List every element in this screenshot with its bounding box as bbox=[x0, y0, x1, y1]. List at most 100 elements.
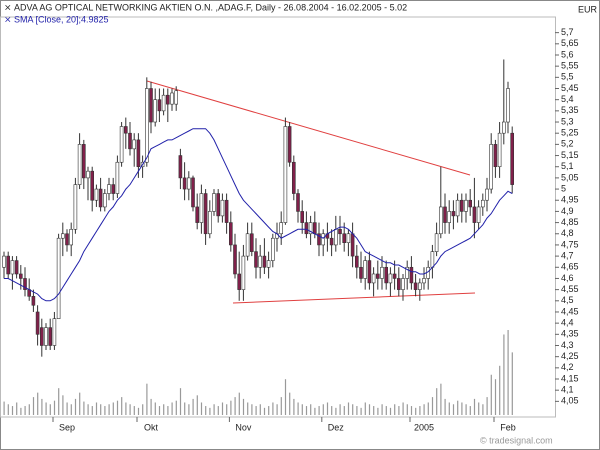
candle-body bbox=[375, 273, 380, 279]
candle-body bbox=[86, 170, 90, 179]
volume-bar bbox=[431, 397, 434, 415]
volume-bar bbox=[209, 407, 211, 415]
source: © tradesignal.com bbox=[480, 435, 553, 445]
volume-bar bbox=[347, 402, 350, 415]
candle-body bbox=[434, 233, 439, 252]
volume-bar bbox=[16, 402, 18, 415]
volume-bar bbox=[482, 404, 484, 415]
candle-body bbox=[98, 188, 103, 208]
candle-body bbox=[35, 311, 40, 335]
candle-body bbox=[304, 222, 309, 235]
volume-bar bbox=[251, 404, 253, 415]
candle-body bbox=[77, 144, 82, 185]
y-tick-label: 5,25 bbox=[561, 128, 579, 138]
volume-bar bbox=[163, 404, 165, 415]
volume-bar bbox=[499, 365, 501, 415]
candle-body bbox=[430, 251, 435, 268]
volume-bar bbox=[104, 406, 106, 415]
candle-body bbox=[359, 266, 363, 279]
volume-bar bbox=[318, 406, 320, 415]
volume-bar bbox=[234, 397, 236, 415]
candle-body bbox=[128, 132, 132, 150]
volume-bar bbox=[511, 352, 513, 415]
candle-body bbox=[216, 193, 220, 217]
volume-bar bbox=[478, 402, 480, 415]
candle-body bbox=[371, 273, 376, 284]
y-tick-label: 5,55 bbox=[561, 61, 579, 71]
candle-body bbox=[241, 255, 246, 290]
volume-bar bbox=[196, 395, 198, 415]
volume-bar bbox=[356, 406, 358, 415]
chart-title: ADVA AG OPTICAL NETWORKING AKTIEN O.N. ,… bbox=[14, 2, 407, 12]
volume-bar bbox=[45, 402, 47, 415]
volume-bar bbox=[360, 407, 362, 415]
candle-body bbox=[401, 278, 405, 290]
candle-body bbox=[203, 193, 208, 235]
y-tick-label: 4,85 bbox=[561, 217, 579, 227]
candle-body bbox=[321, 233, 326, 246]
candle-body bbox=[262, 255, 267, 268]
y-tick-label: 4,8 bbox=[561, 228, 574, 238]
volume-bar bbox=[322, 404, 324, 415]
icon: ⨯ bbox=[4, 14, 12, 24]
y-tick-label: 5,3 bbox=[561, 116, 574, 126]
x-tick-label: 2005 bbox=[414, 422, 434, 432]
y-tick-label: 4,95 bbox=[561, 195, 579, 205]
volume-bar bbox=[79, 392, 81, 415]
candle-body bbox=[485, 188, 489, 201]
candle-body bbox=[308, 222, 313, 235]
candle-body bbox=[329, 237, 334, 246]
volume-bar bbox=[150, 398, 152, 415]
volume-bar bbox=[213, 404, 215, 415]
candle-body bbox=[111, 184, 115, 194]
candle-body bbox=[338, 228, 342, 235]
candle-body bbox=[174, 90, 178, 105]
volume-bar bbox=[133, 406, 135, 415]
candle-body bbox=[44, 327, 48, 346]
y-tick-label: 4,3 bbox=[561, 340, 574, 350]
candle-body bbox=[14, 260, 19, 275]
volume-bar bbox=[486, 397, 488, 415]
volume-bar bbox=[440, 383, 442, 415]
y-tick-label: 4,65 bbox=[561, 262, 579, 272]
candle-body bbox=[145, 88, 149, 163]
volume-bar bbox=[427, 402, 429, 415]
candle-body bbox=[233, 244, 237, 275]
volume-bar bbox=[444, 398, 446, 415]
volume-bar bbox=[284, 379, 287, 415]
candle-body bbox=[103, 193, 107, 208]
candle-body bbox=[367, 260, 372, 284]
candle-body bbox=[283, 126, 288, 223]
volume-bar bbox=[263, 407, 266, 415]
currency-label: EUR bbox=[578, 4, 598, 14]
candle-body bbox=[497, 132, 502, 168]
volume-bar bbox=[448, 402, 450, 415]
volume-bar bbox=[62, 395, 64, 415]
volume-bar bbox=[398, 406, 400, 415]
candle-body bbox=[187, 177, 191, 190]
candle-body bbox=[208, 211, 212, 235]
y-tick-label: 5,5 bbox=[561, 72, 574, 82]
candle-body bbox=[363, 260, 368, 279]
candle-body bbox=[510, 132, 515, 185]
volume-bar bbox=[331, 406, 333, 415]
volume-bar bbox=[129, 404, 131, 415]
volume-bar bbox=[137, 407, 140, 415]
candle-body bbox=[417, 282, 422, 290]
volume-bar bbox=[436, 388, 438, 415]
volume-bar bbox=[373, 406, 375, 415]
sma-line bbox=[4, 128, 513, 302]
candle-body bbox=[396, 278, 401, 290]
volume-bar bbox=[108, 404, 110, 415]
candle-body bbox=[380, 266, 384, 279]
volume-bar bbox=[49, 404, 51, 415]
candle-body bbox=[455, 199, 460, 217]
volume-bar bbox=[381, 404, 383, 415]
candle-body bbox=[161, 94, 166, 112]
volume-bar bbox=[490, 374, 492, 415]
volume-bar bbox=[175, 400, 177, 415]
candle-body bbox=[224, 199, 229, 223]
trend-line bbox=[232, 292, 476, 304]
